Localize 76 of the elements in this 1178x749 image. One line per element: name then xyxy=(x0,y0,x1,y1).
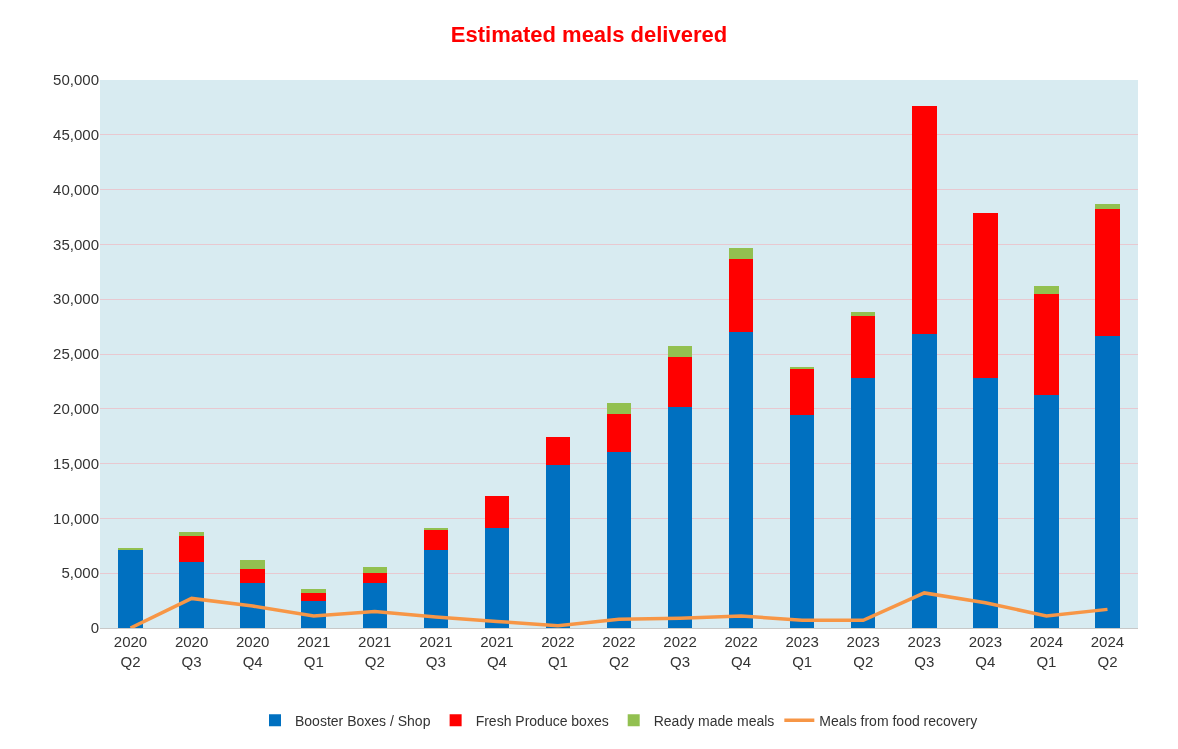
bar xyxy=(851,315,876,379)
x-tick-label: 2022 Q3 xyxy=(663,633,697,670)
chart-title: Estimated meals delivered xyxy=(450,21,728,47)
bar xyxy=(606,451,632,628)
legend-label: Booster Boxes / Shop xyxy=(295,712,431,729)
bar xyxy=(301,592,326,601)
y-tick-label: 15,000 xyxy=(53,454,99,472)
y-tick-label: 35,000 xyxy=(53,235,99,253)
bar xyxy=(851,312,876,316)
x-tick-label: 2024 Q2 xyxy=(1090,633,1125,670)
bar xyxy=(545,464,571,628)
bar xyxy=(240,583,265,628)
bar xyxy=(667,346,693,358)
x-tick-label: 2022 Q1 xyxy=(541,633,575,670)
x-tick-label: 2020 Q4 xyxy=(235,633,270,670)
x-tick-label: 2024 Q1 xyxy=(1029,633,1064,670)
bar xyxy=(667,406,693,628)
bar xyxy=(606,403,632,415)
bar xyxy=(728,258,754,333)
line-series xyxy=(128,591,1110,628)
x-tick-label: 2020 Q2 xyxy=(113,633,148,670)
x-tick-label: 2023 Q4 xyxy=(968,633,1003,670)
x-tick-label: 2022 Q4 xyxy=(724,633,758,670)
bar xyxy=(118,549,143,628)
bar xyxy=(301,588,326,593)
bar xyxy=(606,414,632,452)
bar xyxy=(423,530,449,551)
x-tick-label: 2023 Q1 xyxy=(785,633,819,670)
legend-label: Fresh Produce boxes xyxy=(475,712,609,729)
bar xyxy=(789,369,815,416)
legend-label: Ready made meals xyxy=(653,712,775,729)
bar xyxy=(362,583,387,628)
bar xyxy=(973,378,998,628)
bar xyxy=(362,573,387,584)
bar xyxy=(1034,394,1059,628)
bar xyxy=(484,528,510,628)
bar xyxy=(973,212,998,379)
bar xyxy=(912,106,937,335)
x-tick-label: 2021 Q3 xyxy=(419,633,453,670)
bar xyxy=(1095,209,1120,337)
y-tick-label: 45,000 xyxy=(53,126,99,144)
x-tick-label: 2023 Q2 xyxy=(846,633,880,670)
bar xyxy=(179,531,204,536)
bar xyxy=(1034,293,1059,395)
bar xyxy=(179,562,204,628)
bar xyxy=(1034,286,1059,294)
y-tick-label: 25,000 xyxy=(53,345,99,363)
y-tick-label: 40,000 xyxy=(53,180,99,198)
bar xyxy=(484,496,510,529)
y-tick-label: 0 xyxy=(90,619,99,637)
x-tick-label: 2021 Q1 xyxy=(297,633,331,670)
y-tick-label: 10,000 xyxy=(53,509,99,527)
x-tick-label: 2020 Q3 xyxy=(174,633,209,670)
bar xyxy=(789,415,815,628)
bar xyxy=(728,247,754,259)
x-tick-label: 2023 Q3 xyxy=(907,633,941,670)
y-tick-label: 50,000 xyxy=(53,71,99,89)
bar xyxy=(851,378,876,628)
x-tick-label: 2022 Q2 xyxy=(602,633,636,670)
bar xyxy=(240,568,265,584)
bar xyxy=(423,550,449,628)
y-tick-label: 20,000 xyxy=(53,400,99,418)
x-tick-label: 2021 Q4 xyxy=(480,633,514,670)
x-tick-label: 2021 Q2 xyxy=(358,633,392,670)
y-tick-label: 5,000 xyxy=(61,564,99,582)
bar xyxy=(179,535,204,563)
legend-label: Meals from food recovery xyxy=(819,712,978,729)
bar xyxy=(912,334,937,628)
bar xyxy=(1095,203,1120,210)
bar xyxy=(545,437,571,465)
y-tick-label: 30,000 xyxy=(53,290,99,308)
bar xyxy=(1095,336,1120,628)
bar xyxy=(667,357,693,407)
bar xyxy=(728,332,754,628)
bar xyxy=(240,560,265,569)
bar xyxy=(118,547,143,550)
